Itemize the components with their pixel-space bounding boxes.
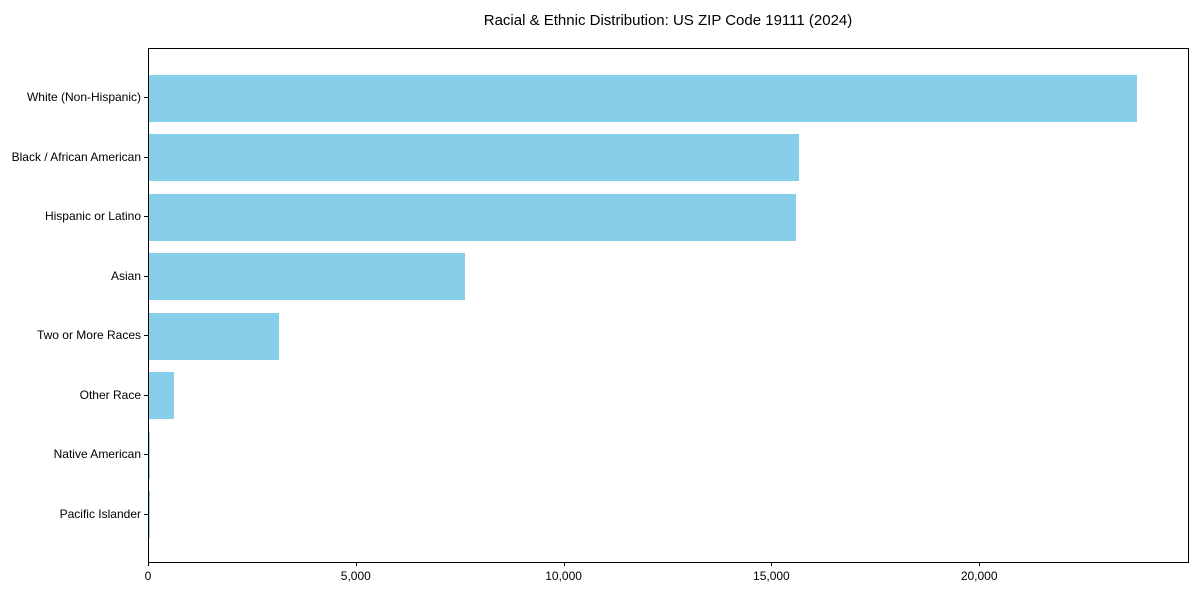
x-tick-mark: [563, 562, 565, 566]
bar-black-african-american: [149, 134, 800, 182]
bar-two-or-more-races: [149, 312, 279, 360]
y-tick-label: Black / African American: [11, 149, 141, 164]
y-tick-label: Pacific Islander: [59, 506, 141, 521]
bar-other-race: [149, 372, 174, 420]
plot-area: [148, 48, 1189, 563]
bar-native-american: [149, 431, 151, 479]
x-tick-mark: [355, 562, 357, 566]
y-tick-mark: [144, 156, 148, 158]
y-tick-label: Hispanic or Latino: [44, 209, 141, 224]
y-tick-mark: [144, 513, 148, 515]
x-tick-mark: [979, 562, 981, 566]
y-tick-label: Two or More Races: [36, 328, 141, 343]
x-tick-mark: [148, 562, 149, 566]
x-tick-label: 20,000: [960, 569, 998, 583]
chart-title: Racial & Ethnic Distribution: US ZIP Cod…: [483, 12, 853, 29]
x-tick-label: 15,000: [753, 569, 790, 583]
y-tick-mark: [144, 454, 148, 456]
y-tick-mark: [144, 216, 148, 218]
y-tick-mark: [144, 275, 148, 277]
bar-white-non-hispanic: [149, 74, 1138, 122]
y-tick-label: White (Non-Hispanic): [26, 90, 141, 104]
y-tick-label: Asian: [110, 268, 141, 283]
y-tick-label: Other Race: [79, 387, 141, 402]
y-tick-mark: [144, 394, 148, 396]
y-tick-mark: [144, 97, 148, 98]
y-tick-mark: [144, 335, 148, 337]
x-tick-mark: [771, 562, 773, 566]
x-tick-label: 10,000: [545, 569, 582, 583]
bar-asian: [149, 253, 465, 301]
x-tick-label: 0: [144, 569, 152, 583]
x-tick-label: 5,000: [340, 569, 371, 583]
bar-hispanic-or-latino: [149, 193, 796, 241]
y-tick-label: Native American: [53, 447, 141, 462]
